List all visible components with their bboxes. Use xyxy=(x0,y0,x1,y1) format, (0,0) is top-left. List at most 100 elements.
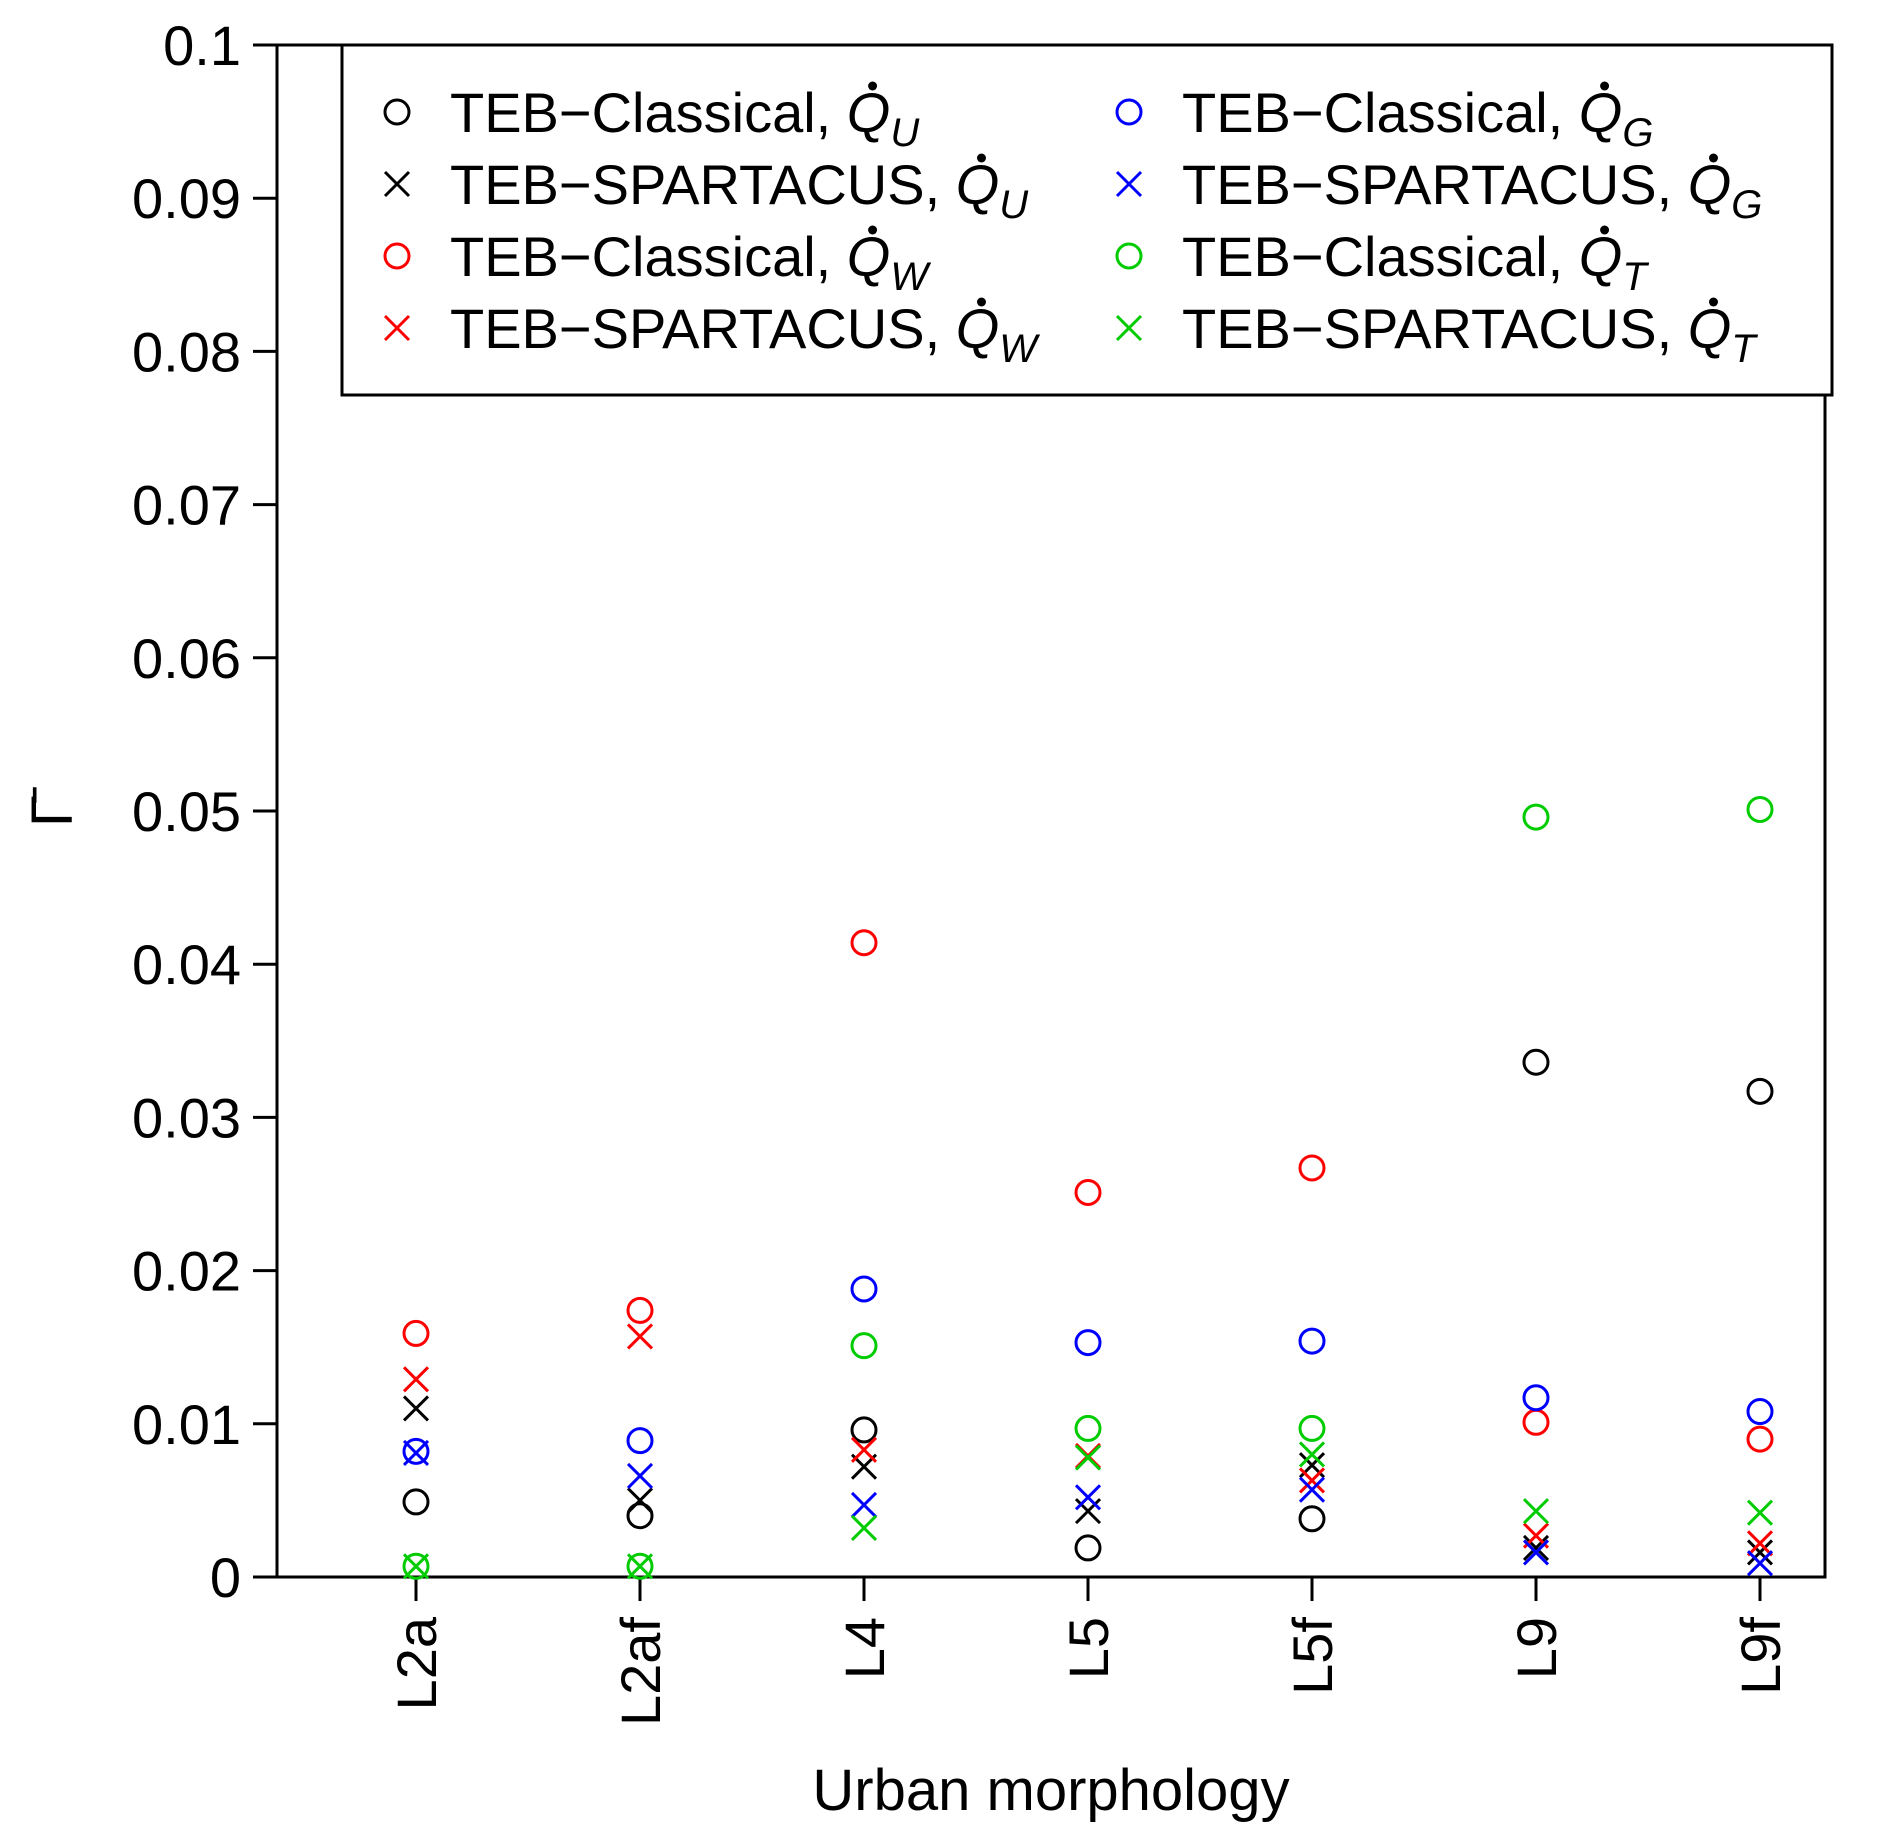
legend-marker xyxy=(383,98,411,126)
legend-label: TEB−SPARTACUS, QU xyxy=(450,153,1029,227)
x-tick-label: L4 xyxy=(833,1617,896,1679)
data-point xyxy=(1746,1539,1774,1566)
legend-label: TEB−SPARTACUS, QG xyxy=(1182,153,1762,227)
legend-entry: TEB−SPARTACUS, QU xyxy=(383,153,1029,227)
data-point xyxy=(1746,795,1774,823)
legend-label: TEB−Classical, QT xyxy=(1182,225,1649,299)
data-point xyxy=(1074,1444,1102,1471)
data-point xyxy=(626,1487,654,1514)
legend-label: TEB−SPARTACUS, QW xyxy=(450,297,1040,371)
data-point xyxy=(1074,1534,1102,1562)
data-point xyxy=(626,1553,654,1580)
data-point xyxy=(626,1462,654,1489)
data-point xyxy=(1522,803,1550,831)
x-axis-title: Urban morphology xyxy=(812,1758,1289,1823)
y-axis: 0 0.01 0.02 0.03 0.04 0.05 0.06 0.07 0.08 0.09 0.1 xyxy=(132,14,277,1609)
data-point xyxy=(626,1296,654,1324)
data-point xyxy=(1522,1384,1550,1412)
data-point xyxy=(1522,1534,1550,1561)
x-tick-label: L2af xyxy=(609,1617,672,1726)
legend-entry: TEB−Classical, QT xyxy=(1115,225,1649,299)
x-tick-label: L9 xyxy=(1505,1617,1568,1679)
data-point xyxy=(1298,1476,1326,1503)
y-tick-label: 0.04 xyxy=(132,933,241,996)
y-tick-label: 0.1 xyxy=(163,14,241,77)
data-point xyxy=(1522,1048,1550,1076)
derivative-dot xyxy=(1708,153,1718,163)
data-point xyxy=(626,1427,654,1455)
y-axis-title: Γ̄ xyxy=(20,787,85,827)
legend-marker xyxy=(1115,98,1143,126)
derivative-dot xyxy=(1600,81,1610,91)
data-point xyxy=(850,1416,878,1444)
derivative-dot xyxy=(976,153,986,163)
data-point xyxy=(1298,1467,1326,1494)
legend-entry: TEB−SPARTACUS, QT xyxy=(1115,297,1758,371)
y-tick-label: 0.01 xyxy=(132,1393,241,1456)
data-point xyxy=(1522,1539,1550,1566)
data-point xyxy=(850,1514,878,1542)
data-point xyxy=(402,1437,430,1465)
data-point xyxy=(850,929,878,957)
data-point xyxy=(1522,1498,1550,1525)
data-point xyxy=(1298,1441,1326,1468)
data-point xyxy=(402,1552,430,1580)
legend-marker xyxy=(383,242,411,270)
y-tick-label: 0.03 xyxy=(132,1086,241,1149)
legend-entry: TEB−Classical, QG xyxy=(1115,81,1653,155)
data-point xyxy=(1746,1398,1774,1426)
data-point xyxy=(1298,1154,1326,1182)
data-point xyxy=(1746,1530,1774,1557)
legend-label: TEB−Classical, QG xyxy=(1182,81,1653,155)
data-point xyxy=(1074,1484,1102,1511)
x-tick-label: L5f xyxy=(1281,1617,1344,1695)
y-tick-label: 0.05 xyxy=(132,780,241,843)
legend-marker xyxy=(383,170,411,198)
data-point xyxy=(1746,1077,1774,1105)
data-point xyxy=(1746,1499,1774,1526)
data-point xyxy=(402,1439,430,1466)
derivative-dot xyxy=(868,225,878,235)
derivative-dot xyxy=(976,297,986,307)
y-tick-label: 0.07 xyxy=(132,474,241,537)
derivative-dot xyxy=(1600,225,1610,235)
x-tick-label: L2a xyxy=(385,1616,448,1710)
legend-marker xyxy=(1115,170,1143,198)
data-point xyxy=(850,1491,878,1519)
data-points xyxy=(402,795,1774,1580)
data-point xyxy=(402,1553,430,1580)
x-axis: L2a L2af L4 L5 L5f L9 L9f xyxy=(385,1577,1792,1726)
legend-label: TEB−SPARTACUS, QT xyxy=(1182,297,1758,371)
data-point xyxy=(626,1323,654,1350)
legend-label: TEB−Classical, QW xyxy=(450,225,931,299)
data-point xyxy=(626,1552,654,1580)
y-tick-label: 0.08 xyxy=(132,320,241,383)
data-point xyxy=(1298,1505,1326,1533)
legend-marker xyxy=(1115,242,1143,270)
derivative-dot xyxy=(1708,297,1718,307)
data-point xyxy=(850,1332,878,1360)
derivative-dot xyxy=(868,81,878,91)
legend-entry: TEB−Classical, QU xyxy=(383,81,920,155)
data-point xyxy=(402,1488,430,1516)
legend-entry: TEB−SPARTACUS, QG xyxy=(1115,153,1762,227)
data-point xyxy=(1074,1498,1102,1525)
y-tick-label: 0 xyxy=(210,1546,241,1609)
data-point xyxy=(402,1366,430,1393)
legend-entry: TEB−SPARTACUS, QW xyxy=(383,297,1040,371)
data-point xyxy=(1298,1414,1326,1442)
data-point xyxy=(1522,1408,1550,1436)
data-point xyxy=(1074,1178,1102,1206)
data-point xyxy=(1746,1550,1774,1577)
data-point xyxy=(626,1502,654,1530)
legend-marker xyxy=(383,314,411,342)
x-tick-label: L9f xyxy=(1729,1617,1792,1695)
x-tick-label: L5 xyxy=(1057,1617,1120,1679)
legend-entry: TEB−Classical, QW xyxy=(383,225,931,299)
data-point xyxy=(1298,1327,1326,1355)
legend-label: TEB−Classical, QU xyxy=(450,81,920,155)
data-point xyxy=(1746,1425,1774,1453)
data-point xyxy=(402,1395,430,1422)
